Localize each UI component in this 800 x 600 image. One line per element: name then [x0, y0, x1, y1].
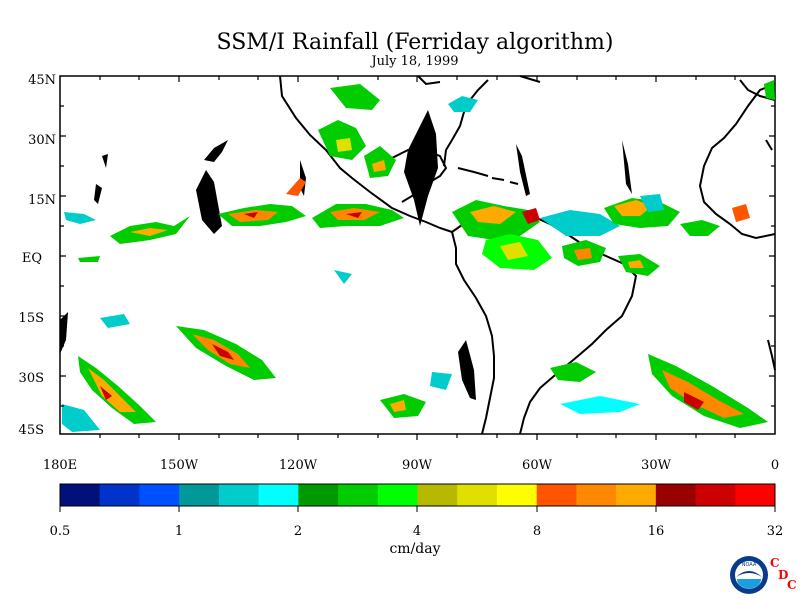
- colorbar-swatch-10: [457, 484, 498, 506]
- lon-label-0: 0: [771, 458, 779, 473]
- colorbar-label-16: 16: [648, 524, 665, 539]
- colorbar-swatch-12: [536, 484, 577, 506]
- no-data-swaths: [60, 110, 632, 400]
- lon-label-60w: 60W: [522, 458, 553, 473]
- map-panel: 45N 30N 15N EQ 15S 30S 45S 180E 150W 120…: [19, 73, 780, 473]
- colorbar-swatch-1: [99, 484, 140, 506]
- colorbar-swatch-4: [218, 484, 260, 506]
- colorbar-label-1: 1: [175, 524, 183, 539]
- rainfall-areas: [62, 80, 775, 432]
- colorbar-swatch-2: [139, 484, 180, 506]
- map-title: SSM/I Rainfall (Ferriday algorithm): [216, 30, 614, 55]
- cdc-letter-c1: C: [770, 556, 780, 570]
- longitude-labels: 180E 150W 120W 90W 60W 30W 0: [43, 458, 779, 473]
- lat-label-15s: 15S: [19, 311, 44, 326]
- colorbar: 0.5 1 2 4 8 16 32: [50, 483, 784, 539]
- colorbar-swatch-13: [576, 484, 617, 506]
- colorbar-label-8: 8: [533, 524, 541, 539]
- colorbar-swatch-0: [60, 484, 101, 506]
- colorbar-swatch-3: [179, 484, 220, 506]
- lon-label-180e: 180E: [43, 458, 77, 473]
- colorbar-swatch-16: [695, 484, 736, 506]
- colorbar-label-32: 32: [767, 524, 784, 539]
- colorbar-swatch-6: [298, 484, 339, 506]
- colorbar-swatch-8: [377, 484, 418, 506]
- latitude-labels: 45N 30N 15N EQ 15S 30S 45S: [19, 73, 56, 438]
- noaa-logo: NOAA: [730, 556, 768, 594]
- colorbar-swatch-5: [258, 484, 299, 506]
- lat-label-eq: EQ: [22, 251, 42, 266]
- cdc-letter-c2: C: [787, 578, 797, 592]
- lon-label-90w: 90W: [402, 458, 433, 473]
- colorbar-swatch-9: [417, 484, 458, 506]
- colorbar-label-0.5: 0.5: [50, 524, 71, 539]
- colorbar-swatch-14: [616, 484, 657, 506]
- colorbar-swatch-7: [338, 484, 379, 506]
- colorbar-swatch-11: [496, 484, 538, 506]
- noaa-logo-text: NOAA: [742, 562, 757, 568]
- colorbar-unit: cm/day: [389, 541, 441, 557]
- noaa-logo-water: [737, 579, 761, 589]
- colorbar-ticks: [59, 506, 776, 512]
- colorbar-label-4: 4: [413, 524, 421, 539]
- lat-label-45s: 45S: [19, 423, 44, 438]
- lon-label-120w: 120W: [279, 458, 318, 473]
- lat-label-15n: 15N: [28, 193, 56, 208]
- lat-label-45n: 45N: [28, 73, 56, 88]
- lat-label-30s: 30S: [19, 371, 44, 386]
- colorbar-label-2: 2: [294, 524, 302, 539]
- lon-label-150w: 150W: [160, 458, 199, 473]
- lat-label-30n: 30N: [28, 133, 56, 148]
- colorbar-swatch-17: [735, 484, 776, 506]
- noaa-logo-bird: [736, 571, 762, 577]
- map-date: July 18, 1999: [371, 54, 459, 69]
- colorbar-swatch-15: [655, 484, 697, 506]
- colorbar-swatches: [60, 484, 776, 506]
- cdc-letter-d: D: [778, 568, 789, 582]
- axis-ticks: [60, 76, 775, 440]
- lon-label-30w: 30W: [641, 458, 672, 473]
